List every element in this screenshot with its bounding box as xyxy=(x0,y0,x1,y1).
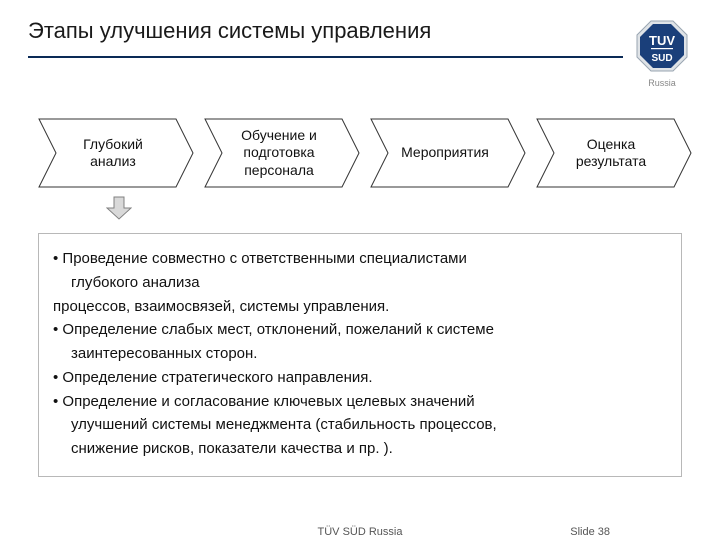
flow-step-4: Оценкарезультата xyxy=(536,118,692,188)
details-line: процессов, взаимосвязей, системы управле… xyxy=(53,296,667,318)
footer-center: TÜV SÜD Russia xyxy=(0,526,720,538)
details-line: • Определение и согласование ключевых це… xyxy=(53,391,667,413)
details-line: глубокого анализа xyxy=(53,272,667,294)
logo: TUV SUD Russia xyxy=(632,18,692,88)
header: Этапы улучшения системы управления TUV S… xyxy=(28,18,692,88)
title-divider xyxy=(28,56,623,58)
flow-step-3: Мероприятия xyxy=(370,118,526,188)
details-box: • Проведение совместно с ответственными … xyxy=(38,233,682,477)
details-line: • Определение стратегического направлени… xyxy=(53,367,667,389)
logo-caption: Russia xyxy=(632,78,692,88)
footer-right: Slide 38 xyxy=(570,526,610,538)
flow-step-label: Мероприятия xyxy=(370,118,526,188)
details-line: • Определение слабых мест, отклонений, п… xyxy=(53,319,667,341)
details-line: • Проведение совместно с ответственными … xyxy=(53,248,667,270)
svg-text:TUV: TUV xyxy=(649,33,675,48)
tuv-logo-icon: TUV SUD xyxy=(634,18,690,74)
flow-step-2: Обучение иподготовкаперсонала xyxy=(204,118,360,188)
process-flow: ГлубокийанализОбучение иподготовкаперсон… xyxy=(38,118,692,188)
flow-step-1: Глубокийанализ xyxy=(38,118,194,188)
flow-step-label: Обучение иподготовкаперсонала xyxy=(204,118,360,188)
page-title: Этапы улучшения системы управления xyxy=(28,18,632,44)
details-line: улучшений системы менеджмента (стабильно… xyxy=(53,414,667,436)
svg-text:SUD: SUD xyxy=(651,53,672,64)
details-line: снижение рисков, показатели качества и п… xyxy=(53,438,667,460)
flow-step-label: Глубокийанализ xyxy=(38,118,194,188)
down-arrow-icon xyxy=(106,196,692,225)
flow-step-label: Оценкарезультата xyxy=(536,118,692,188)
details-line: заинтересованных сторон. xyxy=(53,343,667,365)
